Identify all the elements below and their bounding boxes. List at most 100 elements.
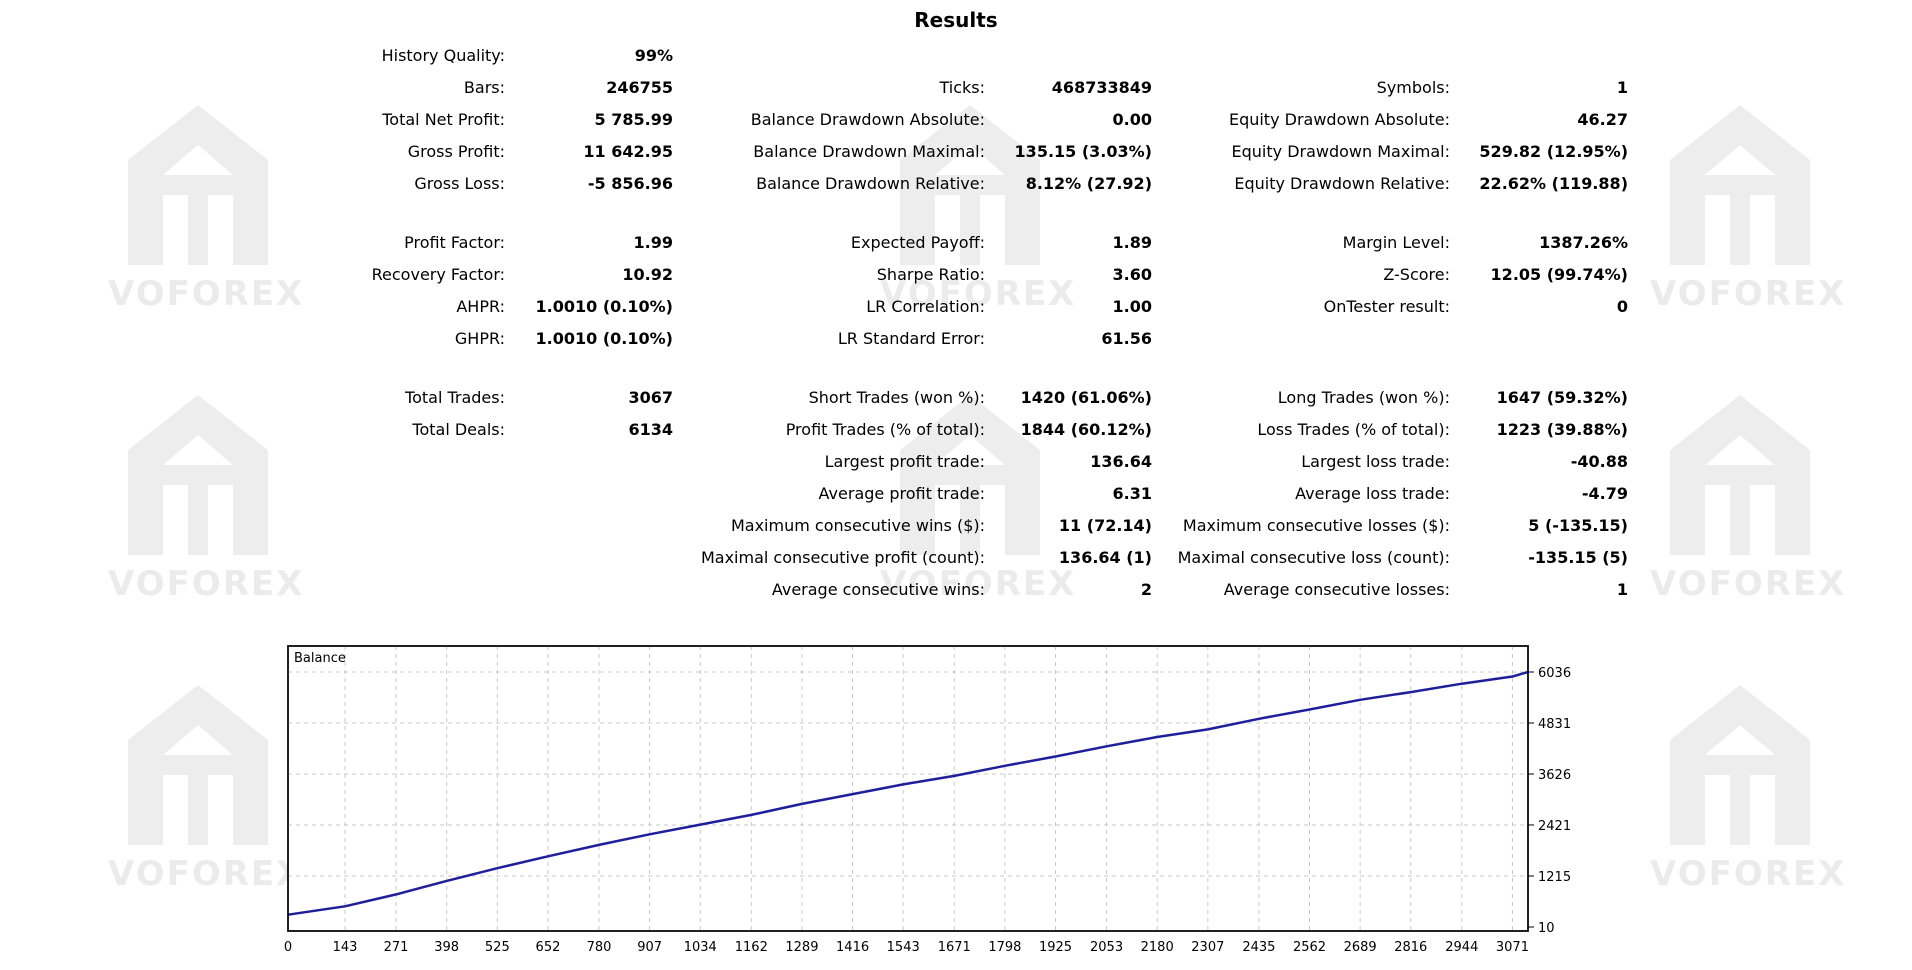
result-label: Equity Drawdown Absolute: — [1228, 110, 1450, 129]
chart-frame — [287, 645, 1529, 932]
result-label: Equity Drawdown Maximal: — [1231, 142, 1450, 161]
result-label: Sharpe Ratio: — [876, 265, 985, 284]
report-title: Results — [914, 8, 998, 32]
result-label: LR Standard Error: — [837, 329, 985, 348]
watermark-logo: VOFOREX — [108, 100, 302, 320]
result-label: Gross Loss: — [414, 174, 505, 193]
result-label: Balance Drawdown Absolute: — [750, 110, 985, 129]
result-value: 46.27 — [1577, 110, 1628, 129]
result-value: 136.64 — [1090, 452, 1152, 471]
result-value: 1.99 — [633, 233, 673, 252]
result-label: Profit Trades (% of total): — [785, 420, 985, 439]
result-label: Average profit trade: — [818, 484, 985, 503]
y-tick-label: 1215 — [1538, 870, 1571, 885]
x-tick-label: 2053 — [1090, 940, 1123, 955]
result-value: 61.56 — [1101, 329, 1152, 348]
watermark-logo: VOFOREX — [880, 100, 1074, 320]
x-tick-label: 2816 — [1394, 940, 1427, 955]
x-tick-label: 2944 — [1445, 940, 1478, 955]
result-value: 1647 (59.32%) — [1496, 388, 1628, 407]
result-label: Margin Level: — [1342, 233, 1450, 252]
x-tick-label: 1543 — [887, 940, 920, 955]
y-tick-label: 6036 — [1538, 666, 1571, 681]
result-value: 12.05 (99.74%) — [1490, 265, 1628, 284]
result-value: 22.62% (119.88) — [1479, 174, 1628, 193]
result-value: 1223 (39.88%) — [1496, 420, 1628, 439]
result-label: Maximum consecutive wins ($): — [730, 516, 985, 535]
result-value: 468733849 — [1051, 78, 1152, 97]
watermark-logo: VOFOREX — [108, 680, 302, 900]
result-label: Short Trades (won %): — [808, 388, 985, 407]
result-value: 1420 (61.06%) — [1020, 388, 1152, 407]
result-label: Total Trades: — [405, 388, 505, 407]
result-label: Total Net Profit: — [382, 110, 505, 129]
x-tick-label: 2435 — [1242, 940, 1275, 955]
result-value: 5 785.99 — [594, 110, 673, 129]
result-label: Average consecutive wins: — [771, 580, 985, 599]
result-value: 1 — [1616, 580, 1628, 599]
x-tick-label: 1034 — [684, 940, 717, 955]
result-value: 1.0010 (0.10%) — [535, 329, 673, 348]
x-tick-label: 0 — [284, 940, 292, 955]
watermark-logo: VOFOREX — [1650, 680, 1844, 900]
result-value: 1.00 — [1112, 297, 1152, 316]
result-label: History Quality: — [381, 46, 505, 65]
result-value: 1.0010 (0.10%) — [535, 297, 673, 316]
watermark-logo: VOFOREX — [108, 390, 302, 610]
result-label: Ticks: — [939, 78, 985, 97]
result-label: Average consecutive losses: — [1223, 580, 1450, 599]
x-tick-label: 271 — [384, 940, 409, 955]
x-tick-label: 2180 — [1141, 940, 1174, 955]
y-tick-label: 10 — [1538, 921, 1555, 936]
result-label: Z-Score: — [1383, 265, 1450, 284]
result-value: 11 (72.14) — [1058, 516, 1152, 535]
x-tick-label: 143 — [333, 940, 358, 955]
result-label: Recovery Factor: — [371, 265, 505, 284]
result-label: Balance Drawdown Relative: — [756, 174, 985, 193]
result-value: 135.15 (3.03%) — [1014, 142, 1152, 161]
x-tick-label: 2307 — [1191, 940, 1224, 955]
result-label: LR Correlation: — [866, 297, 985, 316]
x-tick-label: 1671 — [938, 940, 971, 955]
result-label: Maximal consecutive loss (count): — [1177, 548, 1450, 567]
result-label: Equity Drawdown Relative: — [1234, 174, 1450, 193]
result-value: 6.31 — [1112, 484, 1152, 503]
x-tick-label: 652 — [536, 940, 561, 955]
result-value: -4.79 — [1581, 484, 1628, 503]
result-value: 1 — [1616, 78, 1628, 97]
watermark-logo: VOFOREX — [1650, 390, 1844, 610]
x-tick-label: 398 — [434, 940, 459, 955]
result-label: Balance Drawdown Maximal: — [753, 142, 985, 161]
x-tick-label: 1798 — [988, 940, 1021, 955]
result-label: Long Trades (won %): — [1277, 388, 1450, 407]
result-label: Total Deals: — [412, 420, 505, 439]
result-label: Maximum consecutive losses ($): — [1182, 516, 1450, 535]
result-value: 6134 — [628, 420, 673, 439]
result-value: 0.00 — [1112, 110, 1152, 129]
result-value: 11 642.95 — [583, 142, 673, 161]
result-value: 1.89 — [1112, 233, 1152, 252]
result-label: Symbols: — [1376, 78, 1450, 97]
result-label: OnTester result: — [1323, 297, 1450, 316]
result-label: Loss Trades (% of total): — [1257, 420, 1450, 439]
result-label: GHPR: — [454, 329, 505, 348]
x-tick-label: 2562 — [1293, 940, 1326, 955]
x-tick-label: 907 — [637, 940, 662, 955]
result-value: 10.92 — [622, 265, 673, 284]
x-tick-label: 3071 — [1496, 940, 1529, 955]
x-tick-label: 525 — [485, 940, 510, 955]
result-value: 3.60 — [1112, 265, 1152, 284]
result-value: 136.64 (1) — [1058, 548, 1152, 567]
result-label: AHPR: — [456, 297, 505, 316]
result-value: 1387.26% — [1539, 233, 1628, 252]
result-value: 3067 — [628, 388, 673, 407]
balance-chart: 0 143 271 398 525 652 780 907 1034 1162 1289 1416 15… — [284, 645, 1578, 956]
result-value: -135.15 (5) — [1528, 548, 1628, 567]
balance-line — [287, 670, 1529, 916]
result-label: Largest profit trade: — [824, 452, 985, 471]
y-tick-label: 4831 — [1538, 717, 1571, 732]
result-value: -40.88 — [1570, 452, 1628, 471]
result-label: Bars: — [463, 78, 505, 97]
result-value: 2 — [1140, 580, 1152, 599]
result-label: Largest loss trade: — [1301, 452, 1450, 471]
